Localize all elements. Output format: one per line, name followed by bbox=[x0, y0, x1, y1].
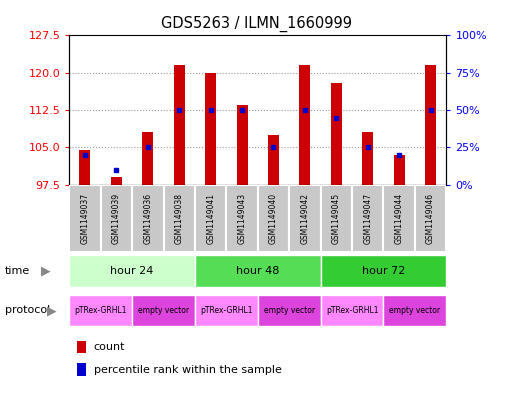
Text: GSM1149044: GSM1149044 bbox=[394, 193, 404, 244]
Text: GSM1149045: GSM1149045 bbox=[332, 193, 341, 244]
Bar bbox=[268, 135, 279, 185]
Bar bbox=[383, 295, 446, 326]
Bar bbox=[300, 65, 310, 185]
Bar bbox=[164, 185, 195, 252]
Text: GSM1149036: GSM1149036 bbox=[143, 193, 152, 244]
Text: count: count bbox=[94, 342, 125, 352]
Bar bbox=[415, 185, 446, 252]
Bar bbox=[321, 255, 446, 287]
Bar bbox=[132, 295, 195, 326]
Text: GSM1149040: GSM1149040 bbox=[269, 193, 278, 244]
Bar bbox=[77, 341, 86, 353]
Text: GSM1149043: GSM1149043 bbox=[238, 193, 247, 244]
Bar bbox=[205, 73, 216, 185]
Text: GSM1149042: GSM1149042 bbox=[301, 193, 309, 244]
Text: pTRex-GRHL1: pTRex-GRHL1 bbox=[74, 306, 127, 315]
Text: ▶: ▶ bbox=[47, 304, 56, 317]
Bar bbox=[69, 255, 195, 287]
Bar bbox=[101, 185, 132, 252]
Bar bbox=[111, 177, 122, 185]
Bar bbox=[77, 363, 86, 376]
Text: empty vector: empty vector bbox=[138, 306, 189, 315]
Bar bbox=[236, 105, 248, 185]
Text: hour 24: hour 24 bbox=[110, 266, 154, 276]
Text: time: time bbox=[5, 266, 30, 276]
Text: protocol: protocol bbox=[5, 305, 50, 316]
Bar bbox=[174, 65, 185, 185]
Bar bbox=[195, 185, 226, 252]
Text: empty vector: empty vector bbox=[389, 306, 441, 315]
Text: GSM1149039: GSM1149039 bbox=[112, 193, 121, 244]
Text: hour 72: hour 72 bbox=[362, 266, 405, 276]
Text: ▶: ▶ bbox=[42, 264, 51, 278]
Text: GSM1149047: GSM1149047 bbox=[363, 193, 372, 244]
Bar bbox=[321, 295, 383, 326]
Text: GSM1149037: GSM1149037 bbox=[81, 193, 89, 244]
Text: GDS5263 / ILMN_1660999: GDS5263 / ILMN_1660999 bbox=[161, 16, 352, 32]
Bar bbox=[362, 132, 373, 185]
Text: GSM1149041: GSM1149041 bbox=[206, 193, 215, 244]
Bar bbox=[195, 295, 258, 326]
Bar bbox=[258, 295, 321, 326]
Text: pTRex-GRHL1: pTRex-GRHL1 bbox=[326, 306, 378, 315]
Text: GSM1149038: GSM1149038 bbox=[175, 193, 184, 244]
Bar bbox=[352, 185, 383, 252]
Bar bbox=[393, 155, 405, 185]
Bar bbox=[132, 185, 164, 252]
Text: hour 48: hour 48 bbox=[236, 266, 280, 276]
Bar bbox=[321, 185, 352, 252]
Text: empty vector: empty vector bbox=[264, 306, 315, 315]
Bar bbox=[258, 185, 289, 252]
Bar bbox=[142, 132, 153, 185]
Text: GSM1149046: GSM1149046 bbox=[426, 193, 435, 244]
Bar bbox=[425, 65, 436, 185]
Bar bbox=[289, 185, 321, 252]
Bar bbox=[383, 185, 415, 252]
Bar bbox=[226, 185, 258, 252]
Bar bbox=[80, 150, 90, 185]
Text: percentile rank within the sample: percentile rank within the sample bbox=[94, 365, 282, 375]
Bar bbox=[195, 255, 321, 287]
Bar bbox=[331, 83, 342, 185]
Text: pTRex-GRHL1: pTRex-GRHL1 bbox=[200, 306, 252, 315]
Bar bbox=[69, 185, 101, 252]
Bar bbox=[69, 295, 132, 326]
